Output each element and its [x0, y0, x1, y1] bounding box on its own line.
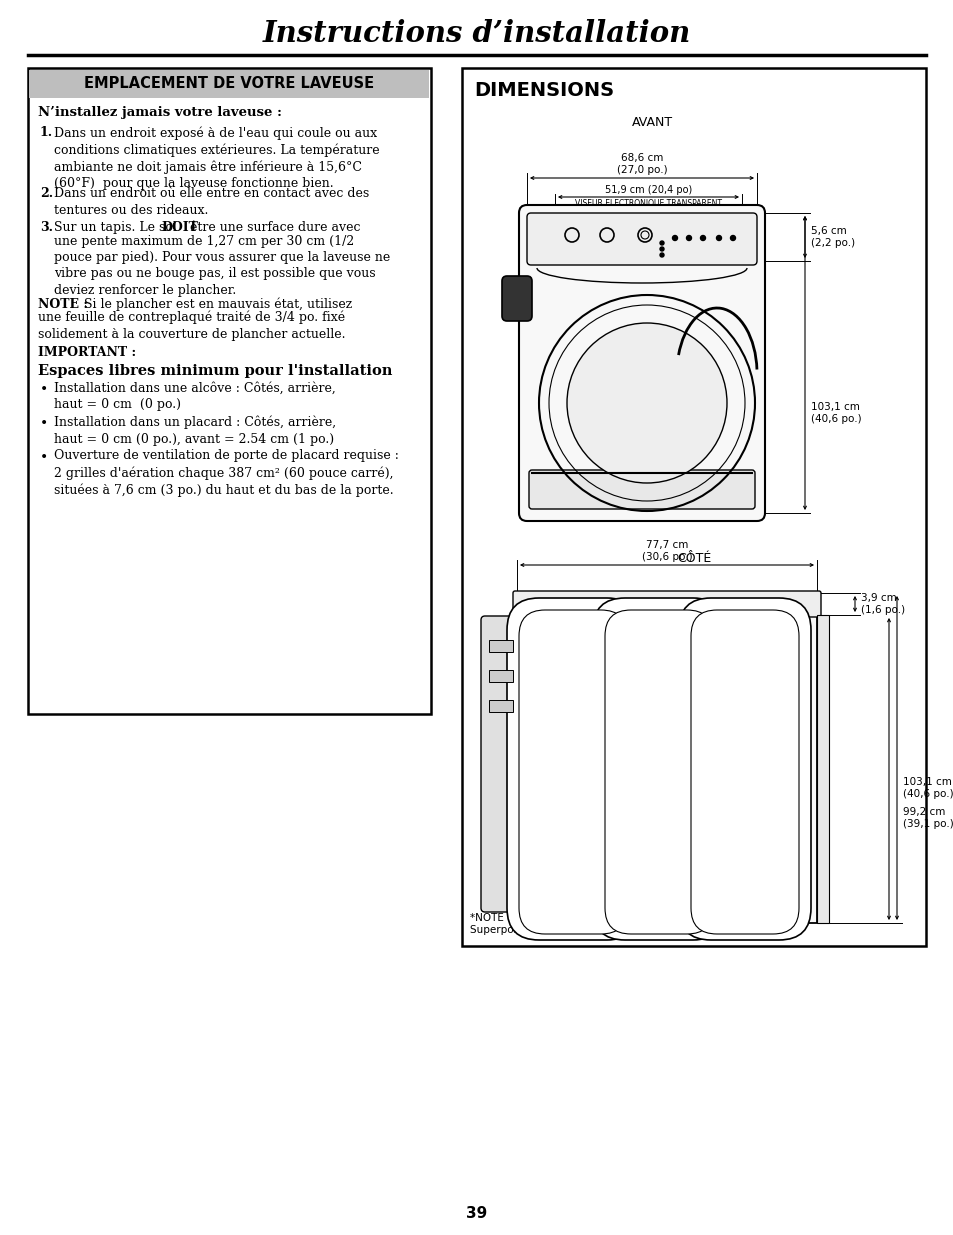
- Text: AVANT: AVANT: [631, 116, 672, 130]
- FancyBboxPatch shape: [679, 598, 810, 940]
- Text: •: •: [40, 383, 48, 396]
- Text: 68,6 cm
(27,0 po.): 68,6 cm (27,0 po.): [616, 153, 666, 175]
- Text: CÔTÉ: CÔTÉ: [677, 552, 710, 564]
- Bar: [489, 640, 513, 652]
- Text: •: •: [40, 451, 48, 464]
- Text: DOIT: DOIT: [161, 221, 197, 233]
- Text: une feuille de contreplaqué traité de 3/4 po. fixé
solidement à la couverture de: une feuille de contreplaqué traité de 3/…: [38, 311, 345, 341]
- Text: 3,9 cm
(1,6 po.): 3,9 cm (1,6 po.): [861, 593, 904, 615]
- Text: 51,9 cm (20,4 po): 51,9 cm (20,4 po): [604, 185, 691, 195]
- Text: une pente maximum de 1,27 cm per 30 cm (1/2
pouce par pied). Pour vous assurer q: une pente maximum de 1,27 cm per 30 cm (…: [54, 235, 390, 296]
- Text: 103,1 cm
(40,6 po.): 103,1 cm (40,6 po.): [902, 777, 953, 799]
- Text: Instructions d’installation: Instructions d’installation: [263, 19, 690, 47]
- Circle shape: [659, 241, 663, 245]
- Text: Sur un tapis. Le sol: Sur un tapis. Le sol: [54, 221, 181, 233]
- Text: Dans un endroit où elle entre en contact avec des
tentures ou des rideaux.: Dans un endroit où elle entre en contact…: [54, 186, 369, 216]
- Circle shape: [672, 236, 677, 241]
- FancyBboxPatch shape: [506, 598, 639, 940]
- Circle shape: [716, 236, 720, 241]
- Text: 1.: 1.: [40, 126, 53, 140]
- Text: 3.: 3.: [40, 221, 53, 233]
- Bar: [30, 69, 429, 98]
- Text: 2.: 2.: [40, 186, 53, 200]
- FancyBboxPatch shape: [513, 592, 821, 618]
- Bar: [28, 68, 431, 714]
- FancyBboxPatch shape: [529, 471, 754, 509]
- Bar: [489, 671, 513, 682]
- Bar: [816, 615, 828, 923]
- Text: Si le plancher est en mauvais état, utilisez: Si le plancher est en mauvais état, util…: [80, 298, 352, 311]
- Text: DIMENSIONS: DIMENSIONS: [474, 80, 614, 100]
- Text: Ouverture de ventilation de porte de placard requise :
2 grilles d'aération chaq: Ouverture de ventilation de porte de pla…: [54, 450, 398, 496]
- Bar: [489, 700, 513, 713]
- Circle shape: [659, 247, 663, 251]
- Text: NOTE :: NOTE :: [38, 298, 88, 310]
- Text: Dans un endroit exposé à de l'eau qui coule ou aux
conditions climatiques extéri: Dans un endroit exposé à de l'eau qui co…: [54, 126, 379, 190]
- Text: IMPORTANT :: IMPORTANT :: [38, 346, 136, 359]
- Bar: [461, 68, 925, 946]
- Text: 99,2 cm
(39,1 po.): 99,2 cm (39,1 po.): [902, 808, 953, 829]
- Text: EMPLACEMENT DE VOTRE LAVEUSE: EMPLACEMENT DE VOTRE LAVEUSE: [85, 75, 375, 90]
- FancyBboxPatch shape: [501, 275, 532, 321]
- FancyBboxPatch shape: [593, 598, 724, 940]
- Text: 5,6 cm
(2,2 po.): 5,6 cm (2,2 po.): [810, 226, 854, 248]
- Text: Installation dans une alcôve : Côtés, arrière,
haut = 0 cm  (0 po.): Installation dans une alcôve : Côtés, ar…: [54, 382, 335, 411]
- Text: 103,1 cm
(40,6 po.): 103,1 cm (40,6 po.): [810, 403, 861, 424]
- Text: Installation dans un placard : Côtés, arrière,
haut = 0 cm (0 po.), avant = 2.54: Installation dans un placard : Côtés, ar…: [54, 415, 335, 446]
- Text: •: •: [40, 416, 48, 431]
- Text: être une surface dure avec: être une surface dure avec: [186, 221, 360, 233]
- Text: N’installez jamais votre laveuse :: N’installez jamais votre laveuse :: [38, 106, 282, 119]
- Bar: [517, 593, 816, 923]
- Circle shape: [686, 236, 691, 241]
- FancyBboxPatch shape: [518, 610, 626, 934]
- Text: 39: 39: [466, 1205, 487, 1220]
- Circle shape: [566, 324, 726, 483]
- FancyBboxPatch shape: [518, 205, 764, 521]
- Text: VISEUR ELECTRONIQUE TRANSPARENT: VISEUR ELECTRONIQUE TRANSPARENT: [575, 199, 721, 207]
- Circle shape: [730, 236, 735, 241]
- Circle shape: [700, 236, 705, 241]
- FancyBboxPatch shape: [604, 610, 712, 934]
- Circle shape: [659, 253, 663, 257]
- FancyBboxPatch shape: [690, 610, 799, 934]
- FancyBboxPatch shape: [480, 616, 520, 911]
- Text: 77,7 cm
(30,6 po.): 77,7 cm (30,6 po.): [641, 541, 692, 562]
- FancyBboxPatch shape: [526, 212, 757, 266]
- Text: *NOTE : Avec socle, 135 cm (53,5 po.)
Superposé, 213 cm (84 po.): *NOTE : Avec socle, 135 cm (53,5 po.) Su…: [470, 913, 668, 935]
- Text: Espaces libres minimum pour l'installation: Espaces libres minimum pour l'installati…: [38, 363, 392, 378]
